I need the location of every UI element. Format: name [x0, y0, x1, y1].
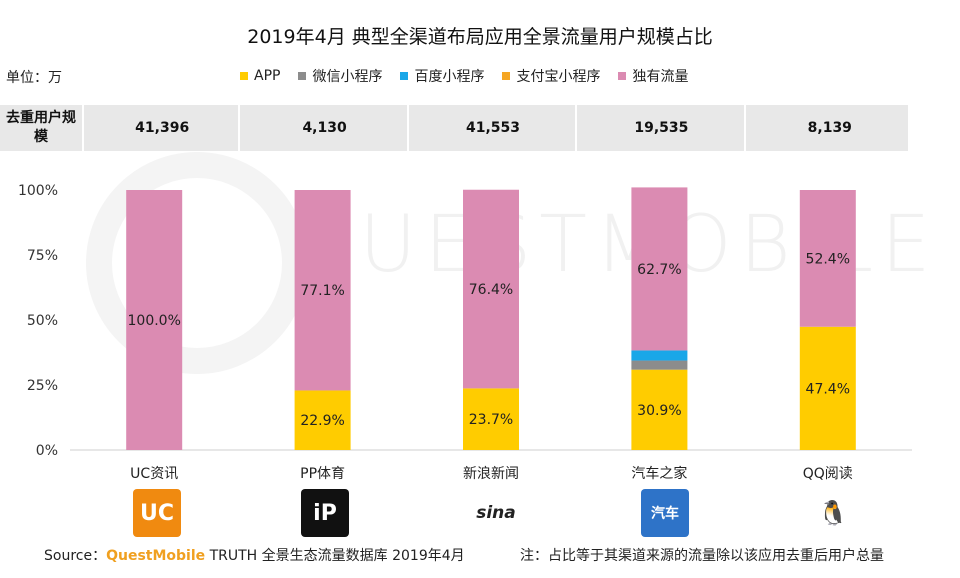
legend-label: 支付宝小程序	[516, 69, 601, 85]
y-tick-label: 100%	[18, 183, 58, 199]
data-label: 77.1%	[300, 283, 344, 299]
bar-segment	[799, 190, 856, 327]
data-label: 47.4%	[806, 381, 850, 397]
legend-item: 微信小程序	[298, 66, 382, 86]
data-label: 52.4%	[806, 251, 850, 267]
stacked-bar-chart: 0% 25% 50% 75% 100% 100.0% UC资讯 22.9% 77.1% PP体育 2…	[18, 183, 912, 482]
data-label: 22.9%	[300, 413, 344, 429]
bar-segment	[631, 187, 688, 351]
y-tick-label: 0%	[36, 443, 58, 459]
legend-item: 独有流量	[618, 66, 688, 86]
bar-segment	[294, 190, 351, 391]
dedupe-user-value: 41,396	[82, 105, 240, 151]
legend-label: 独有流量	[632, 69, 689, 85]
bar-segment	[463, 388, 519, 450]
autohome-app-icon: 汽车	[641, 489, 689, 537]
data-label: 76.4%	[469, 282, 513, 298]
legend-item: 支付宝小程序	[502, 66, 600, 86]
legend: APP 微信小程序 百度小程序 支付宝小程序 独有流量	[240, 66, 706, 86]
pp-sports-app-icon: iP	[301, 489, 349, 537]
category-label: 汽车之家	[631, 465, 687, 482]
dedupe-user-value: 4,130	[238, 105, 408, 151]
dedupe-user-value: 8,139	[743, 105, 914, 151]
dedupe-user-label: 去重用户规模	[6, 110, 76, 145]
data-label: 30.9%	[637, 403, 681, 419]
legend-item: 百度小程序	[400, 66, 484, 86]
data-label: 100.0%	[128, 313, 181, 329]
bar-segment	[631, 360, 688, 370]
y-tick-label: 25%	[27, 378, 58, 394]
category-label: UC资讯	[130, 466, 178, 482]
dedupe-user-value: 41,553	[406, 105, 577, 151]
y-tick-label: 50%	[27, 313, 58, 329]
legend-item: APP	[240, 66, 280, 86]
legend-swatch	[298, 72, 307, 80]
category-label: 新浪新闻	[463, 466, 519, 482]
source-note: Source：QuestMobile TRUTH 全景生态流量数据库 2019年…	[44, 545, 465, 565]
unit-label: 单位：万	[6, 70, 62, 86]
source-rest: TRUTH 全景生态流量数据库 2019年4月	[205, 548, 465, 564]
uc-app-icon: UC	[133, 489, 181, 537]
legend-swatch	[502, 72, 511, 80]
legend-label: 微信小程序	[312, 69, 383, 85]
data-label: 62.7%	[637, 262, 681, 278]
source-label: Source：	[44, 548, 107, 564]
category-label: PP体育	[300, 466, 345, 482]
dedupe-user-value: 19,535	[575, 105, 745, 151]
qq-reader-app-icon: 🐧	[809, 489, 857, 537]
category-label: QQ阅读	[803, 465, 853, 482]
legend-swatch	[240, 72, 248, 80]
bar-segment	[631, 350, 688, 361]
legend-swatch	[400, 72, 409, 80]
y-tick-label: 75%	[27, 248, 58, 264]
bar-segment	[294, 390, 351, 450]
data-label: 23.7%	[469, 412, 513, 428]
bar-segment	[631, 369, 688, 450]
dedupe-user-row: 去重用户规模 41,396 4,130 41,553 19,535 8,139	[0, 105, 908, 151]
legend-label: 百度小程序	[414, 69, 485, 85]
bar-segment	[463, 189, 519, 389]
bar-segment	[799, 326, 856, 450]
bar-segment	[126, 190, 183, 450]
chart-title: 2019年4月 典型全渠道布局应用全景流量用户规模占比	[247, 26, 713, 48]
sina-news-app-icon: sina	[472, 489, 520, 537]
legend-label: APP	[254, 68, 281, 84]
source-brand: QuestMobile	[106, 548, 206, 564]
legend-swatch	[618, 72, 627, 80]
footnote: 注：占比等于其渠道来源的流量除以该应用去重后用户总量	[520, 548, 884, 564]
